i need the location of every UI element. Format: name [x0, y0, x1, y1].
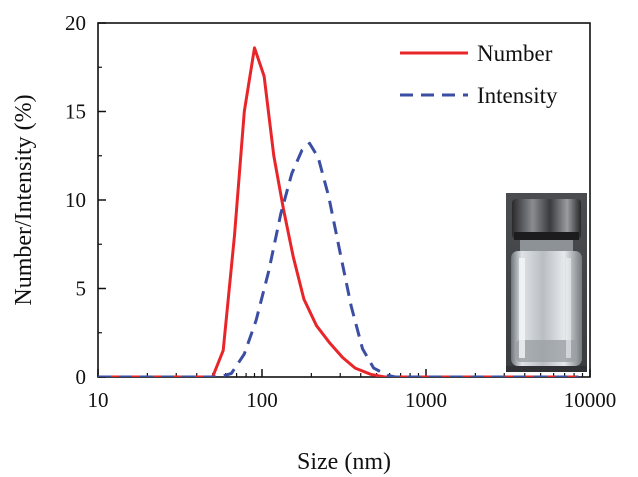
legend: Number Intensity: [400, 41, 558, 108]
vial-neck: [520, 240, 573, 252]
x-tick-label: 10: [88, 388, 109, 412]
y-tick-label: 20: [65, 11, 86, 35]
y-tick-label: 10: [65, 188, 86, 212]
series-group: [98, 46, 579, 377]
y-tick-label: 15: [65, 100, 86, 124]
legend-label-number: Number: [477, 41, 553, 66]
tick-labels: 10 100 1000 10000 0 5 10 15 20: [65, 11, 616, 412]
vial-photo-inset: [506, 193, 587, 372]
glass-highlight-right: [566, 258, 571, 358]
glass-highlight: [519, 258, 525, 358]
cap-rim: [514, 232, 579, 240]
x-tick-label: 100: [246, 388, 278, 412]
vial-cap-icon: [512, 199, 581, 239]
y-tick-label: 0: [76, 365, 87, 389]
photo-base: [506, 366, 587, 372]
vial-liquid: [516, 340, 577, 362]
x-tick-label: 10000: [564, 388, 617, 412]
vial-body-icon: [511, 251, 582, 366]
series-line-number: [98, 46, 579, 377]
series-line-intensity: [98, 141, 579, 377]
x-axis-title: Size (nm): [297, 449, 391, 475]
y-axis-title: Number/Intensity (%): [11, 94, 37, 305]
legend-label-intensity: Intensity: [477, 83, 558, 108]
x-tick-label: 1000: [405, 388, 447, 412]
y-tick-label: 5: [76, 277, 87, 301]
